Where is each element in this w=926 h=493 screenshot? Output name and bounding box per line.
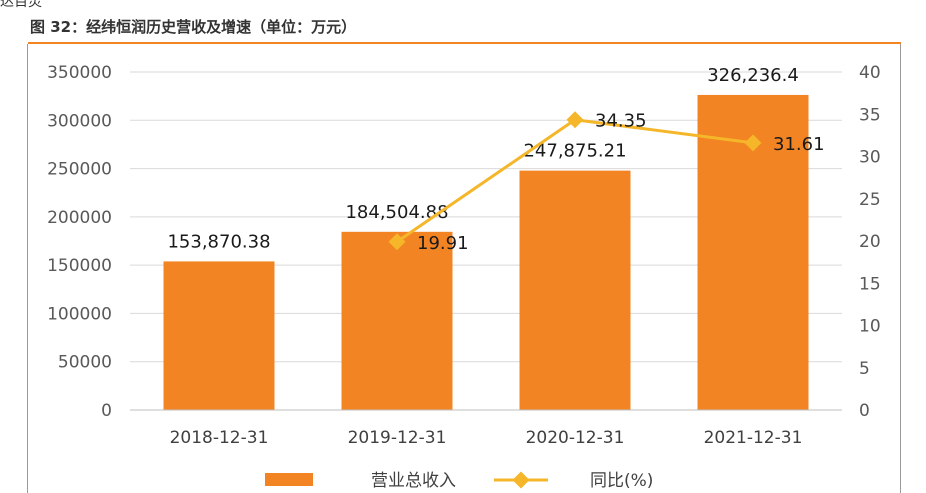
page-top-fragment: 达百灵 — [0, 0, 42, 10]
legend-bar-swatch — [265, 473, 313, 486]
x-tick-label: 2020-12-31 — [526, 428, 625, 448]
growth-point-label: 31.61 — [773, 134, 825, 155]
left-tick-label: 150000 — [47, 256, 112, 276]
figure-title: 图 32：经纬恒润历史营收及增速（单位：万元） — [30, 18, 357, 36]
legend: 营业总收入 同比(%) — [265, 471, 653, 491]
left-tick-label: 200000 — [47, 208, 112, 228]
revenue-bar-labels: 153,870.38 184,504.88 247,875.21 326,236.4 — [167, 65, 798, 252]
right-tick-label: 25 — [859, 190, 881, 210]
right-tick-label: 30 — [859, 148, 881, 168]
left-tick-label: 50000 — [58, 353, 112, 373]
right-axis: 0 5 10 15 20 25 30 35 40 — [859, 63, 881, 421]
frame-right-border — [900, 44, 901, 493]
growth-line: 19.91 34.35 31.61 — [388, 111, 825, 254]
legend-line-label: 同比(%) — [590, 471, 653, 491]
right-tick-label: 35 — [859, 105, 881, 125]
left-tick-label: 350000 — [47, 63, 112, 83]
left-tick-label: 300000 — [47, 111, 112, 131]
right-tick-label: 10 — [859, 317, 881, 337]
revenue-bar — [519, 170, 631, 410]
left-axis: 0 50000 100000 150000 200000 250000 300000 3500… — [47, 63, 112, 421]
x-tick-label: 2021-12-31 — [704, 428, 803, 448]
revenue-bar-label: 326,236.4 — [707, 65, 799, 86]
revenue-bar — [341, 231, 453, 410]
revenue-bar — [163, 261, 275, 410]
growth-point-marker — [388, 233, 406, 251]
legend-line-marker — [512, 471, 530, 489]
legend-bar-label: 营业总收入 — [371, 471, 456, 491]
growth-point-label: 19.91 — [417, 233, 469, 254]
right-tick-label: 20 — [859, 232, 881, 252]
title-rule — [28, 42, 901, 44]
revenue-bar-label: 247,875.21 — [523, 141, 626, 162]
frame-left-border — [27, 44, 28, 493]
growth-point-marker — [744, 134, 762, 152]
growth-point-label: 34.35 — [595, 111, 647, 132]
left-tick-label: 0 — [101, 401, 112, 421]
revenue-bar-label: 184,504.88 — [345, 202, 448, 223]
right-tick-label: 40 — [859, 63, 881, 83]
revenue-bar-label: 153,870.38 — [167, 231, 270, 252]
left-tick-label: 250000 — [47, 160, 112, 180]
growth-point-marker — [566, 111, 584, 129]
right-tick-label: 15 — [859, 274, 881, 294]
x-tick-label: 2019-12-31 — [348, 428, 447, 448]
left-tick-label: 100000 — [47, 304, 112, 324]
x-tick-label: 2018-12-31 — [170, 428, 269, 448]
x-axis: 2018-12-31 2019-12-31 2020-12-31 2021-12-31 — [130, 409, 842, 448]
right-tick-label: 0 — [859, 401, 870, 421]
revenue-bars — [163, 94, 809, 410]
right-tick-label: 5 — [859, 359, 870, 379]
